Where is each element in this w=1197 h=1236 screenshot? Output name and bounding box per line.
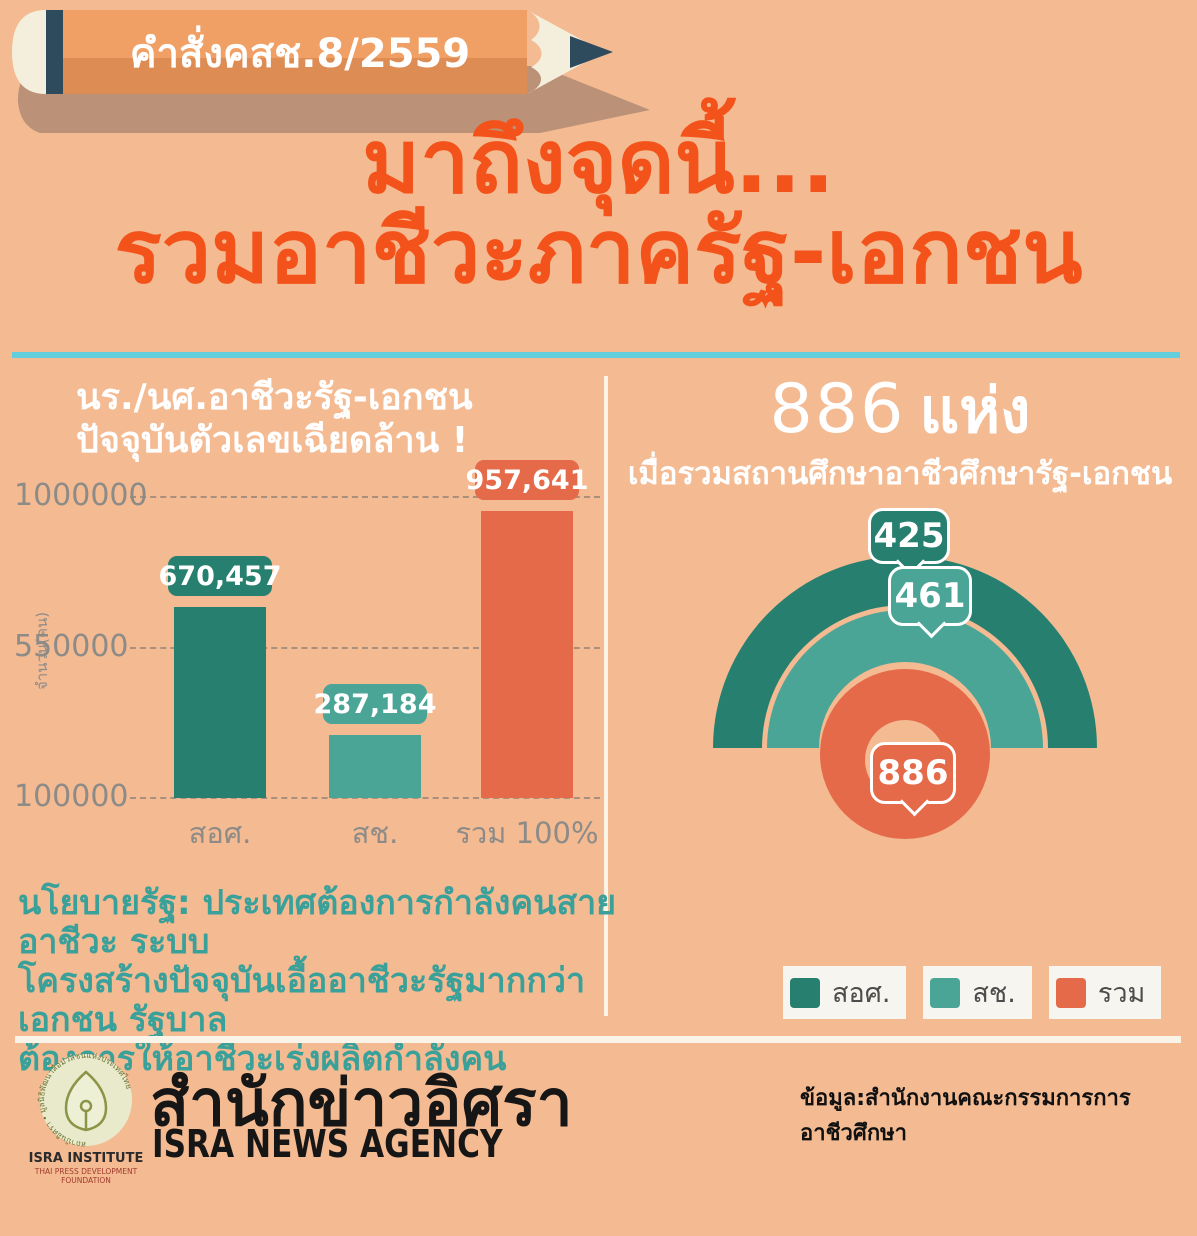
bar (329, 735, 421, 798)
bar-value-bubble: 670,457 (159, 556, 282, 607)
gauge-bubble-soc: 425 (868, 508, 950, 577)
x-tick-label: สช. (351, 816, 399, 850)
vertical-divider (604, 376, 608, 1016)
page-title-line1: มาถึงจุดนี้... (362, 110, 835, 213)
bar-value-bubble: 957,641 (466, 460, 589, 511)
gauge-title: 886 แห่ง (610, 362, 1190, 460)
bar-value-bubble: 287,184 (314, 684, 437, 735)
legend-label: สช. (972, 978, 1016, 1009)
bar-chart-heading: นร./นศ.อาชีวะรัฐ-เอกชน ปัจจุบันตัวเลขเฉี… (76, 376, 473, 462)
gridline (130, 496, 600, 498)
isra-logo: สถาบันอิศรา • มูลนิธิพัฒนาสื่อมวลชนแห่งป… (29, 1051, 144, 1185)
gauge-ring-middle (767, 610, 1043, 748)
legend-item: สช. (923, 966, 1032, 1019)
logo-text-tpdf: THAI PRESS DEVELOPMENT (34, 1167, 138, 1176)
logo-text-foundation: FOUNDATION (61, 1176, 111, 1185)
horizontal-divider (12, 352, 1180, 358)
bar-value-bubble-pointer (515, 487, 539, 511)
bar (174, 607, 266, 798)
bar-value-bubble-pointer (208, 583, 232, 607)
gauge-title-unit: แห่ง (919, 374, 1031, 447)
x-tick-label: รวม 100% (455, 816, 599, 850)
legend-swatch (930, 977, 961, 1008)
gauge-value-total: 886 (877, 753, 949, 793)
legend-item: สอศ. (783, 966, 907, 1019)
legend-label: รวม (1097, 978, 1146, 1009)
page-title-line2: รวมอาชีวะภาครัฐ-เอกชน (114, 200, 1083, 303)
bar-value-label: 670,457 (158, 560, 282, 592)
gridline (130, 646, 600, 649)
agency-name-english: ISRA NEWS AGENCY (152, 1122, 503, 1166)
gauge-ring-outer (713, 556, 1097, 748)
y-tick-label: 1000000 (14, 478, 148, 513)
pencil-band (46, 10, 63, 94)
policy-note-line1: นโยบายรัฐ: ประเทศต้องการกำลังคนสายอาชีวะ… (18, 883, 617, 963)
gauge-title-number: 886 (769, 370, 906, 449)
bar-value-label: 957,641 (465, 464, 589, 496)
pencil-banner: คำสั่งคสช.8/2559 (12, 10, 650, 133)
pencil-badge-label: คำสั่งคสช.8/2559 (130, 25, 470, 77)
legend-item: รวม (1048, 966, 1162, 1019)
bar-chart-heading-line1: นร./นศ.อาชีวะรัฐ-เอกชน (76, 377, 473, 418)
pencil-body-shade (63, 58, 527, 94)
gridline (130, 797, 600, 799)
data-source-note: ข้อมูล:สำนักงานคณะกรรมการการอาชีวศึกษา (800, 1086, 1131, 1146)
bar (481, 511, 573, 798)
legend-label: สอศ. (832, 978, 891, 1009)
bar-chart-heading-line2: ปัจจุบันตัวเลขเฉียดล้าน ! (76, 420, 469, 461)
pencil-wood-tip (527, 10, 604, 94)
gauge-bubble-total: 886 (870, 742, 956, 817)
legend-swatch (1055, 977, 1086, 1008)
legend: สอศ. สช. รวม (783, 966, 1162, 1019)
x-tick-label: สอศ. (188, 816, 252, 850)
agency-name-thai: สำนักข่าวอิศรา (150, 1067, 573, 1141)
y-axis-label: จำนวน(คน) (33, 611, 51, 690)
gauge-subtitle: เมื่อรวมสถานศึกษาอาชีวศึกษารัฐ-เอกชน (627, 456, 1173, 492)
bar-value-label: 287,184 (313, 688, 437, 720)
footer-divider (15, 1036, 1181, 1043)
y-tick-label: 100000 (14, 779, 129, 814)
gauge-bubble-sch: 461 (888, 566, 972, 639)
pencil-point (570, 36, 613, 68)
bar-value-bubble-pointer (363, 712, 387, 735)
logo-text-institute: ISRA INSTITUTE (29, 1151, 144, 1166)
policy-note-line2: โครงสร้างปัจจุบันเอื้ออาชีวะรัฐมากกว่าเอ… (18, 961, 586, 1041)
legend-swatch (790, 977, 820, 1008)
